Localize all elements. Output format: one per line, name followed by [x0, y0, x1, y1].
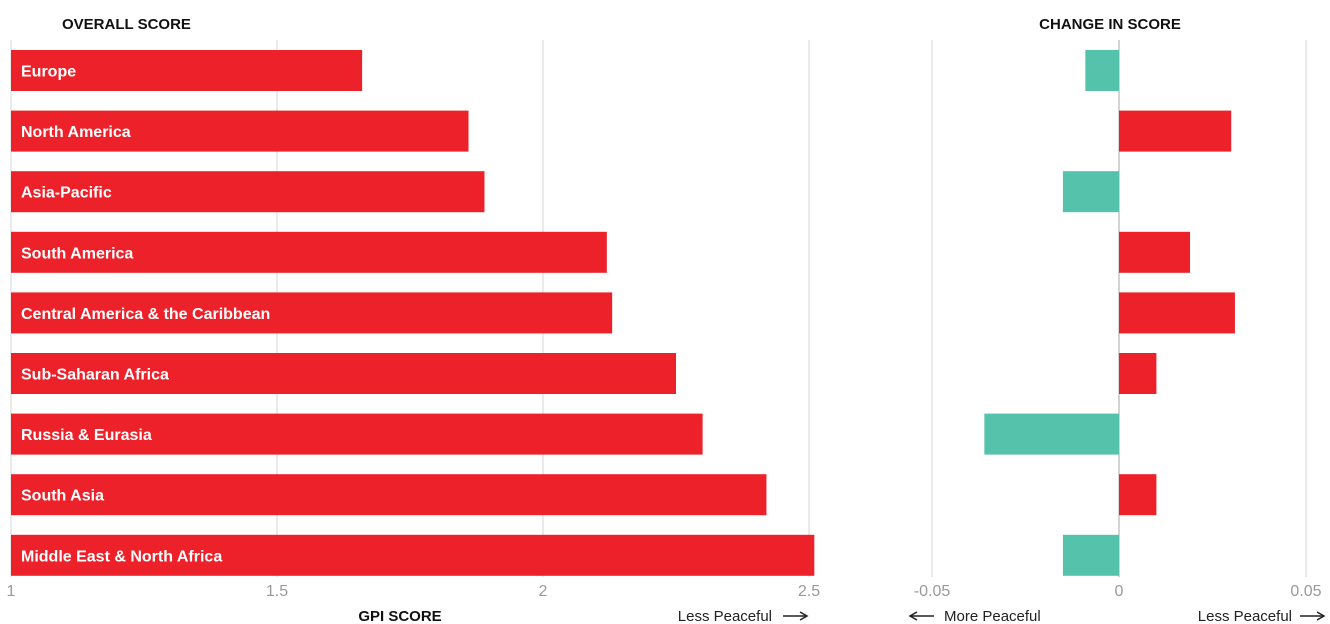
- right-less-peaceful-label: Less Peaceful: [1198, 608, 1292, 624]
- change-in-score-panel: CHANGE IN SCORE -0.05 0 0.05 More Peaceful…: [908, 16, 1326, 624]
- region-label: Europe: [21, 64, 76, 81]
- overall-score-tick-labels: 1 1.5 2 2.5: [7, 583, 821, 600]
- overall-score-bar: [11, 474, 767, 516]
- change-in-score-title: CHANGE IN SCORE: [1039, 16, 1181, 33]
- region-label: South America: [21, 245, 133, 262]
- overall-score-bar: [11, 534, 815, 576]
- region-label: North America: [21, 124, 131, 141]
- gpi-score-axis-label: GPI SCORE: [358, 608, 441, 624]
- change-tick-label: -0.05: [914, 583, 951, 600]
- change-score-bar: [984, 413, 1119, 455]
- change-score-bar: [1119, 110, 1232, 152]
- overall-score-bar: [11, 171, 485, 213]
- change-score-bar: [1119, 231, 1191, 273]
- more-peaceful-arrow-icon: [908, 611, 934, 621]
- more-peaceful-label: More Peaceful: [944, 608, 1041, 624]
- overall-tick-label: 2: [539, 583, 548, 600]
- change-score-bar: [1119, 353, 1157, 394]
- change-score-bar: [1119, 474, 1157, 516]
- overall-tick-label: 1.5: [266, 583, 288, 600]
- overall-score-bar: [11, 231, 607, 273]
- overall-score-bar: [11, 413, 703, 455]
- left-less-peaceful-label: Less Peaceful: [678, 608, 772, 624]
- overall-score-bar: [11, 50, 363, 91]
- region-label: Central America & the Caribbean: [21, 306, 270, 323]
- left-less-peaceful-arrow-icon: [783, 611, 809, 621]
- overall-tick-label: 1: [7, 583, 16, 600]
- change-tick-label: 0: [1115, 583, 1124, 600]
- region-label: Sub-Saharan Africa: [21, 367, 169, 384]
- region-label: South Asia: [21, 488, 104, 505]
- overall-score-bar: [11, 292, 613, 334]
- region-label: Russia & Eurasia: [21, 427, 152, 444]
- change-score-bar: [1085, 50, 1119, 91]
- overall-score-panel: OVERALL SCORE Europe North America Asia-Pa…: [7, 16, 821, 624]
- overall-score-bars: Europe North America Asia-Pacific South Ame…: [11, 50, 815, 576]
- overall-score-bar: [11, 110, 469, 152]
- overall-score-title: OVERALL SCORE: [62, 16, 191, 33]
- change-in-score-bars: [984, 50, 1235, 576]
- overall-score-bar: [11, 353, 676, 394]
- right-less-peaceful-arrow-icon: [1300, 611, 1326, 621]
- change-tick-label: 0.05: [1290, 583, 1321, 600]
- region-label: Asia-Pacific: [21, 185, 112, 202]
- change-in-score-tick-labels: -0.05 0 0.05: [914, 583, 1322, 600]
- change-score-bar: [1062, 171, 1119, 213]
- change-score-bar: [1062, 534, 1119, 576]
- overall-tick-label: 2.5: [798, 583, 820, 600]
- region-label: Middle East & North Africa: [21, 548, 222, 565]
- change-score-bar: [1119, 292, 1235, 334]
